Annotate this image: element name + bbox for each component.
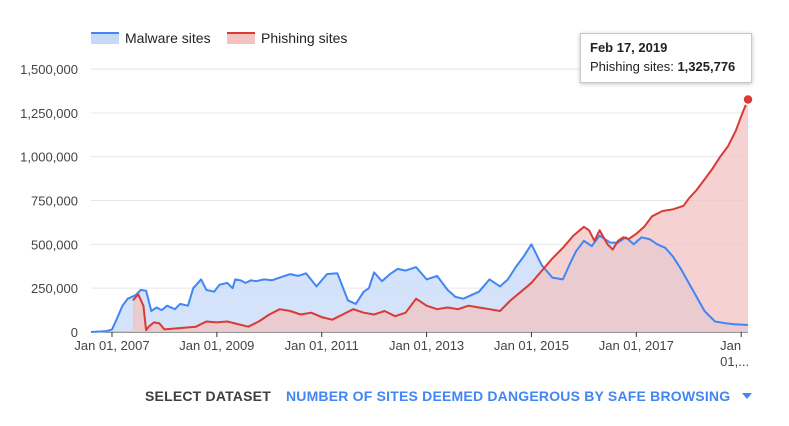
series-areas [91,99,748,332]
y-tick-label: 0 [71,325,78,340]
x-tick-label: 01,... [720,354,749,369]
x-tick-label: Jan 01, 2007 [74,338,149,353]
phishing-legend-swatch-icon [227,32,255,44]
y-axis: 0 250,000 500,000 750,000 1,000,000 1,250,000… [20,62,78,340]
dataset-selector-label: SELECT DATASET [145,388,271,404]
legend-item-phishing[interactable]: Phishing sites [227,30,347,46]
dataset-dropdown[interactable]: NUMBER OF SITES DEEMED DANGEROUS BY SAFE… [285,388,731,404]
legend-item-malware[interactable]: Malware sites [91,30,211,46]
y-tick-label: 1,250,000 [20,106,78,121]
x-tick-label: Jan 01, 2009 [179,338,254,353]
x-tick-label: Jan 01, 2017 [599,338,674,353]
x-tick-label: Jan 01, 2011 [285,338,359,353]
caret-down-icon[interactable] [742,393,753,399]
highlight-point [742,93,754,106]
tooltip: Feb 17, 2019 Phishing sites: 1,325,776 [580,33,752,83]
legend-label-phishing: Phishing sites [261,30,348,46]
y-tick-label: 250,000 [31,281,78,296]
series-area [132,99,748,332]
malware-legend-swatch-icon [91,32,119,44]
series-lines [90,99,749,333]
dataset-selector: SELECT DATASET NUMBER OF SITES DEEMED DA… [145,388,753,404]
y-tick-label: 1,000,000 [20,150,78,165]
tooltip-date: Feb 17, 2019 [590,40,668,55]
y-tick-label: 500,000 [31,237,78,252]
series-line [132,99,749,332]
x-tick-label: Jan 01, 2013 [389,338,464,353]
y-tick-label: 750,000 [31,194,78,209]
x-tick-label: Jan 01, 2015 [494,338,569,353]
tooltip-series-label: Phishing sites: [590,59,674,74]
series-line [90,234,749,333]
legend-label-malware: Malware sites [125,30,211,46]
tooltip-row: Phishing sites: 1,325,776 [590,59,742,74]
y-tick-label: 1,500,000 [20,62,78,77]
highlight-marker [742,93,754,106]
x-axis: Jan 01, 2007 Jan 01, 2009 Jan 01, 2011 Jan … [74,332,749,369]
x-tick-label: Jan [720,338,741,353]
tooltip-value: 1,325,776 [677,59,736,74]
